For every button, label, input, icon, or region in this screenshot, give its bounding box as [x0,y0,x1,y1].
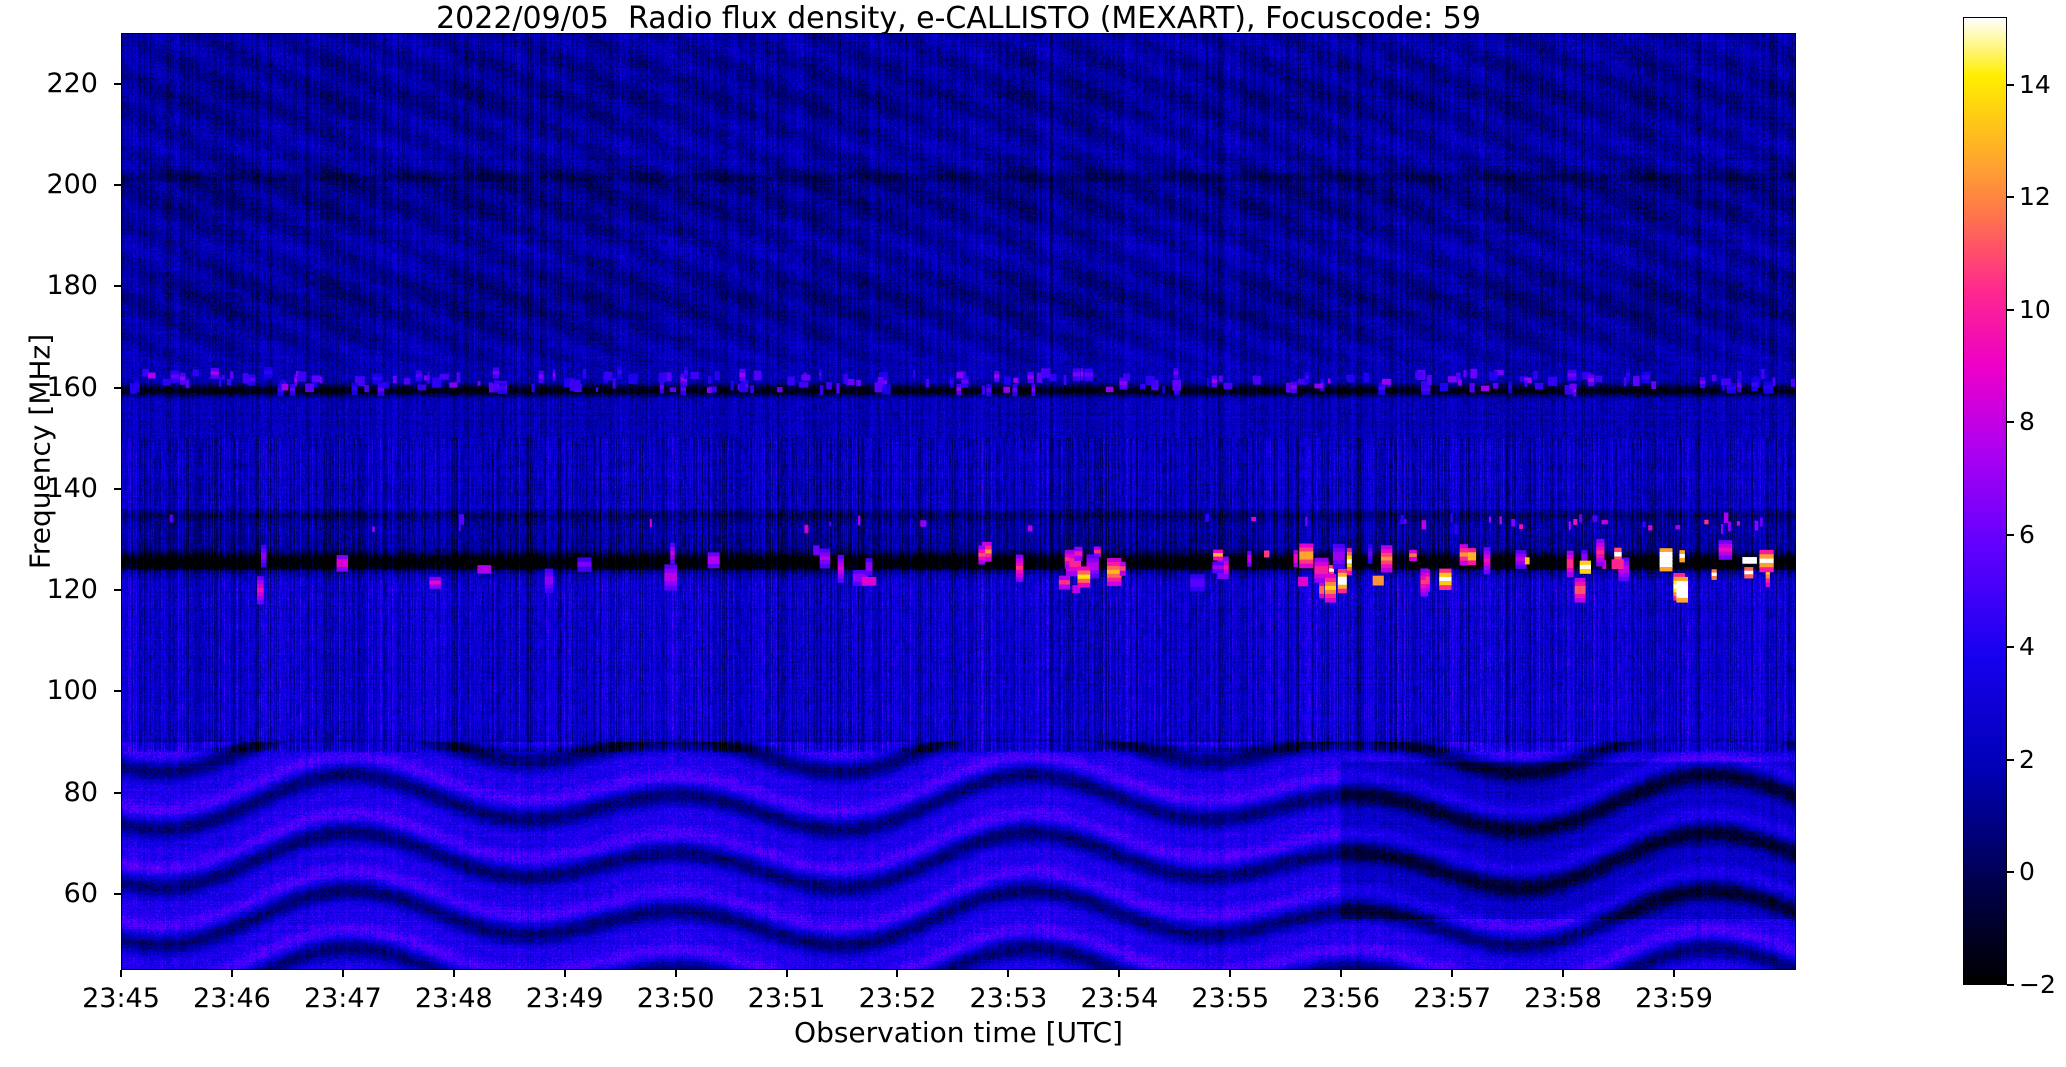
x-axis-label: Observation time [UTC] [794,1016,1123,1049]
colorbar-tick-label: 2 [2019,744,2035,774]
y-tick-label: 220 [46,67,98,99]
spectrogram-image [121,33,1796,970]
colorbar-tick-mark [2007,646,2014,649]
y-tick-label: 120 [46,574,98,606]
x-tick-label: 23:52 [858,983,937,1014]
x-tick-label: 23:53 [969,983,1048,1014]
y-tick-mark [114,183,121,186]
y-tick-mark [114,791,121,794]
colorbar-tick-mark [2007,421,2014,424]
x-tick-label: 23:47 [303,983,382,1014]
y-tick-mark [114,589,121,592]
x-tick-mark [452,970,455,977]
colorbar-tick-mark [2007,83,2014,86]
x-tick-label: 23:45 [82,983,160,1014]
x-tick-mark [1340,970,1343,977]
x-tick-mark [1672,970,1675,977]
y-tick-label: 160 [46,371,98,403]
y-tick-mark [114,82,121,85]
colorbar-tick-label: 0 [2019,857,2035,887]
x-tick-mark [1007,970,1010,977]
x-tick-label: 23:59 [1635,983,1713,1014]
x-tick-label: 23:49 [525,983,604,1014]
x-tick-mark [120,970,122,977]
x-tick-mark [1118,970,1121,977]
colorbar-tick-label: 14 [2019,69,2051,99]
colorbar-tick-label: 8 [2019,407,2035,437]
x-tick-mark [1451,970,1454,977]
colorbar-tick-mark [2007,196,2014,199]
y-tick-label: 80 [63,776,98,808]
colorbar-tick-label: 4 [2019,632,2035,662]
y-tick-label: 140 [46,472,98,504]
colorbar-tick-mark [2007,871,2014,874]
x-tick-mark [785,970,788,977]
colorbar-tick-mark [2007,533,2014,536]
x-tick-mark [1562,970,1565,977]
x-tick-mark [674,970,677,977]
colorbar-tick-label: 10 [2019,294,2051,324]
colorbar-tick-label: 12 [2019,182,2051,212]
figure-title: 2022/09/05 Radio flux density, e-CALLIST… [436,1,1481,36]
x-tick-label: 23:54 [1080,983,1159,1014]
y-tick-label: 60 [63,878,98,910]
y-axis-label: Frequency [MHz] [23,333,57,570]
colorbar-gradient [1964,18,2006,984]
spectrogram-plot-area[interactable] [121,33,1796,970]
y-tick-mark [114,285,121,288]
x-tick-label: 23:55 [1191,983,1270,1014]
x-tick-label: 23:48 [414,983,493,1014]
x-tick-mark [1229,970,1232,977]
x-tick-mark [341,970,344,977]
x-tick-mark [563,970,566,977]
colorbar-tick-label: −2 [2019,970,2056,999]
y-tick-label: 200 [46,168,98,200]
colorbar-tick-mark [2007,308,2014,311]
x-tick-label: 23:56 [1302,983,1381,1014]
colorbar[interactable] [1963,17,2007,985]
y-tick-label: 180 [46,270,98,302]
colorbar-tick-label: 6 [2019,519,2035,549]
y-tick-mark [114,386,121,389]
y-tick-label: 100 [46,675,98,707]
x-tick-mark [230,970,233,977]
x-tick-mark [896,970,899,977]
x-tick-label: 23:50 [636,983,715,1014]
y-tick-mark [114,690,121,693]
x-tick-label: 23:57 [1413,983,1492,1014]
x-tick-label: 23:46 [193,983,271,1014]
y-tick-mark [114,487,121,490]
x-tick-label: 23:51 [747,983,826,1014]
x-tick-label: 23:58 [1524,983,1602,1014]
colorbar-tick-mark [2007,984,2014,986]
colorbar-tick-mark [2007,758,2014,761]
y-tick-mark [114,893,121,896]
